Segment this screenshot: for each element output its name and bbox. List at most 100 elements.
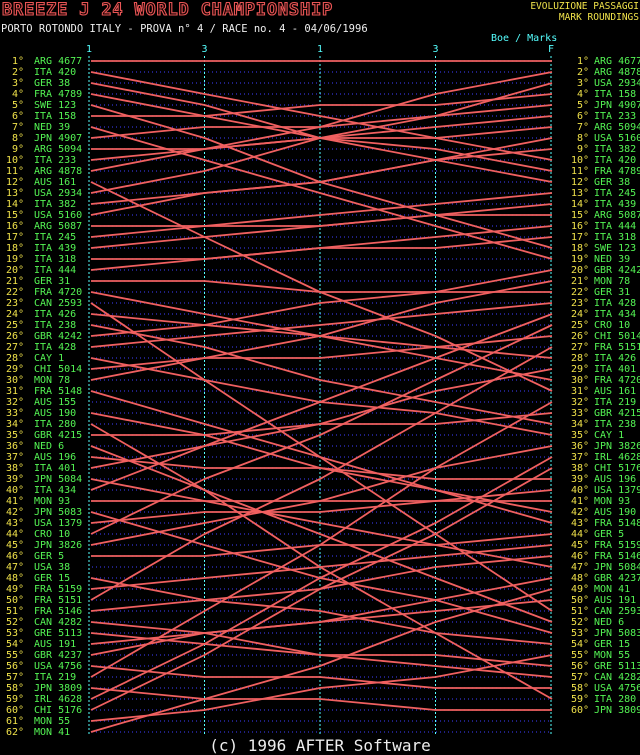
left-rank-item: 35° GBR 4215 <box>2 430 82 441</box>
rank-number: 7° <box>576 122 589 133</box>
left-rank-item: 32° AUS 155 <box>2 397 76 408</box>
right-rank-item: 2° ARG 4878 <box>567 67 640 78</box>
sail-number: ITA 233 <box>34 155 77 166</box>
rank-number: 25° <box>570 320 589 331</box>
left-rank-item: 29° CHI 5014 <box>2 364 82 375</box>
left-rank-item: 6° ITA 158 <box>2 111 76 122</box>
rank-number: 50° <box>5 595 24 606</box>
rank-number: 11° <box>570 166 589 177</box>
rank-number: 48° <box>5 573 24 584</box>
right-rank-item: 35° CAY 1 <box>567 430 624 441</box>
right-rank-item: 44° GER 5 <box>567 529 624 540</box>
rank-number: 4° <box>11 89 24 100</box>
sail-number: ITA 233 <box>594 111 637 122</box>
left-rank-item: 55° GBR 4237 <box>2 650 82 661</box>
sail-number: CRO 10 <box>34 529 71 540</box>
sail-number: GER 15 <box>34 573 71 584</box>
right-rank-item: 1° ARG 4677 <box>567 56 640 67</box>
right-rank-item: 13° ITA 245 <box>567 188 636 199</box>
sail-number: JPN 3826 <box>34 540 83 551</box>
left-rank-item: 1° ARG 4677 <box>2 56 82 67</box>
right-rank-item: 54° GER 15 <box>567 639 630 650</box>
rank-number: 20° <box>5 265 24 276</box>
rank-number: 7° <box>11 122 24 133</box>
sail-number: ARG 4878 <box>594 67 640 78</box>
boat-trajectory-line <box>91 533 553 557</box>
rank-number: 14° <box>570 199 589 210</box>
left-rank-item: 61° MON 55 <box>2 716 70 727</box>
sail-number: MON 41 <box>34 727 71 738</box>
left-rank-item: 52° CAN 4282 <box>2 617 82 628</box>
right-rank-item: 50° AUS 191 <box>567 595 636 606</box>
rank-number: 30° <box>5 375 24 386</box>
boat-trajectory-line <box>90 621 553 678</box>
rank-number: 41° <box>570 496 589 507</box>
rank-number: 17° <box>570 232 589 243</box>
left-rank-item: 42° JPN 5083 <box>2 507 82 518</box>
right-rank-item: 6° ITA 233 <box>567 111 636 122</box>
rank-number: 1° <box>11 56 24 67</box>
sail-number: JPN 5084 <box>34 474 83 485</box>
rank-number: 59° <box>570 694 589 705</box>
left-rank-item: 21° GER 31 <box>2 276 70 287</box>
left-rank-item: 20° ITA 444 <box>2 265 76 276</box>
rank-number: 24° <box>5 309 24 320</box>
left-rank-item: 31° FRA 5148 <box>2 386 82 397</box>
sail-number: MON 93 <box>34 496 71 507</box>
rank-number: 40° <box>5 485 24 496</box>
rank-number: 49° <box>5 584 24 595</box>
rank-number: 27° <box>5 342 24 353</box>
sail-number: USA 2934 <box>594 78 640 89</box>
sail-number: GRE 5113 <box>34 628 83 639</box>
right-rank-item: 43° FRA 5148 <box>567 518 640 529</box>
left-rank-item: 38° ITA 401 <box>2 463 76 474</box>
rank-number: 58° <box>570 683 589 694</box>
rank-number: 56° <box>570 661 589 672</box>
rank-number: 6° <box>576 111 589 122</box>
rank-number: 29° <box>5 364 24 375</box>
left-rank-item: 7° NED 39 <box>2 122 70 133</box>
rank-number: 15° <box>570 210 589 221</box>
rank-number: 35° <box>570 430 589 441</box>
rank-number: 54° <box>570 639 589 650</box>
left-rank-item: 62° MON 41 <box>2 727 70 738</box>
rank-number: 16° <box>5 221 24 232</box>
right-rank-item: 56° GRE 5113 <box>567 661 640 672</box>
rank-number: 45° <box>5 540 24 551</box>
sail-number: JPN 3809 <box>34 683 83 694</box>
left-rank-item: 44° CRO 10 <box>2 529 70 540</box>
rank-number: 25° <box>5 320 24 331</box>
rank-number: 19° <box>570 254 589 265</box>
sail-number: GRE 5113 <box>594 661 640 672</box>
sail-number: FRA 4720 <box>34 287 83 298</box>
sail-number: ITA 420 <box>34 67 77 78</box>
sail-number: ITA 219 <box>594 397 637 408</box>
sail-number: NED 39 <box>594 254 631 265</box>
rank-number: 57° <box>570 672 589 683</box>
left-rank-item: 4° FRA 4789 <box>2 89 82 100</box>
rank-number: 52° <box>570 617 589 628</box>
rank-number: 47° <box>5 562 24 573</box>
boat-trajectory-line <box>90 577 553 645</box>
right-rank-item: 17° ITA 318 <box>567 232 636 243</box>
rank-number: 35° <box>5 430 24 441</box>
boat-trajectory-line <box>90 71 553 161</box>
right-rank-item: 37° IRL 4628 <box>567 452 640 463</box>
sail-number: MON 93 <box>594 496 631 507</box>
mark-label: 3 <box>432 44 439 55</box>
right-rank-item: 20° GBR 4242 <box>567 265 640 276</box>
boat-trajectory-line <box>90 104 553 249</box>
sail-number: SWE 123 <box>594 243 637 254</box>
mark-label: 1 <box>85 44 93 55</box>
sail-number: FRA 5146 <box>594 551 640 562</box>
rank-number: 14° <box>5 199 24 210</box>
sail-number: JPN 3826 <box>594 441 640 452</box>
rank-number: 34° <box>5 419 24 430</box>
rank-number: 4° <box>576 89 589 100</box>
left-rank-item: 50° FRA 5151 <box>2 595 82 606</box>
right-rank-item: 28° ITA 426 <box>567 353 636 364</box>
sail-number: CAY 1 <box>34 353 65 364</box>
right-rank-item: 3° USA 2934 <box>567 78 640 89</box>
sail-number: CAY 1 <box>594 430 625 441</box>
rank-number: 9° <box>576 144 589 155</box>
